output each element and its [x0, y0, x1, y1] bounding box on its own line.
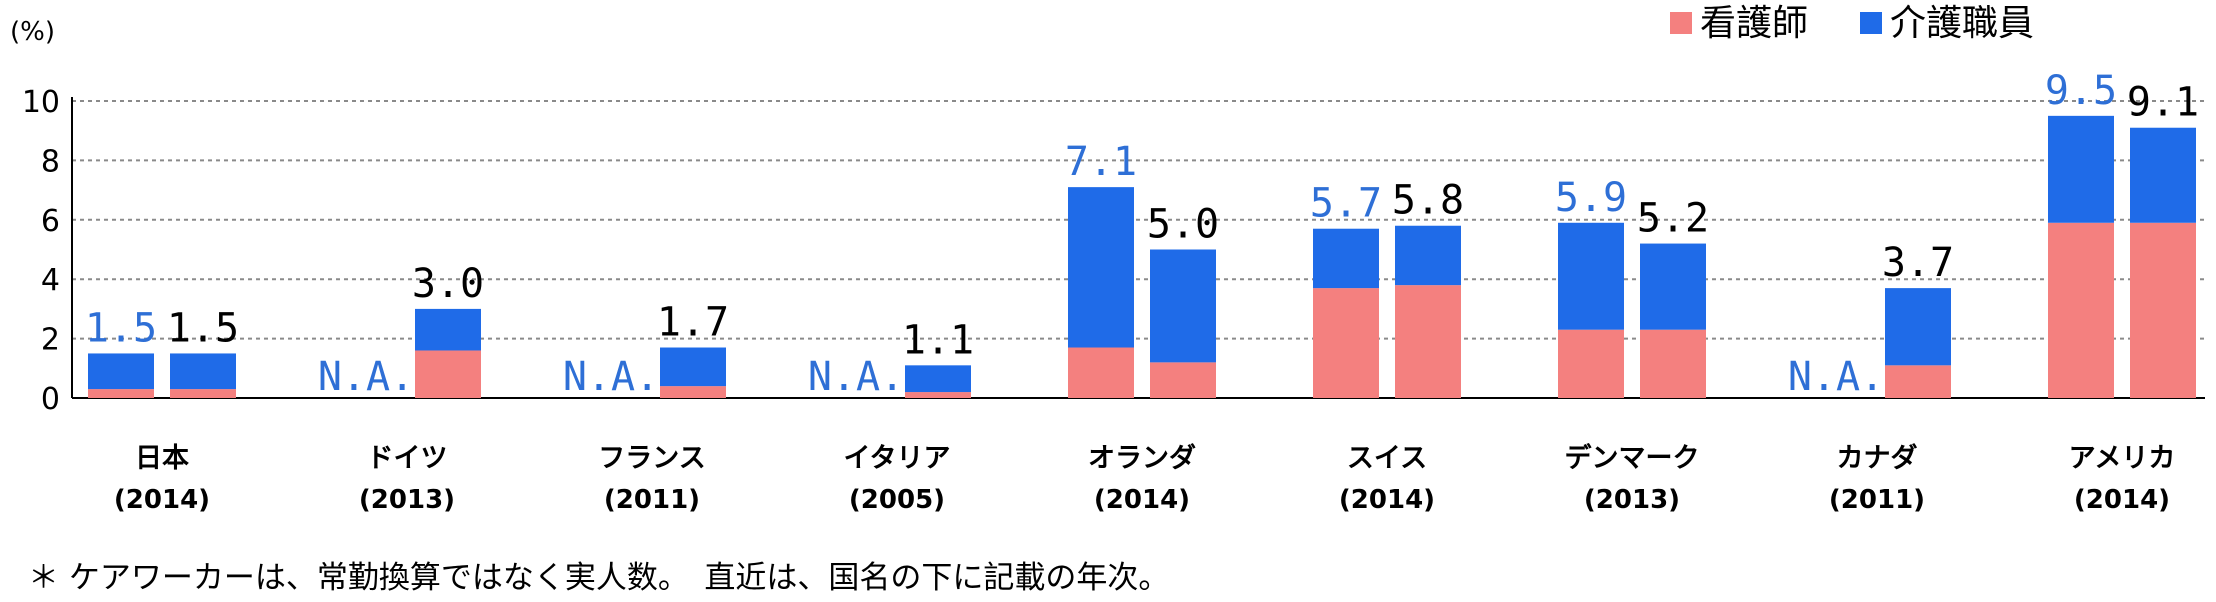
- y-tick-label: 10: [22, 85, 60, 120]
- category-label: フランス: [598, 443, 705, 474]
- na-label: N.A.: [1788, 354, 1884, 400]
- category-label: デンマーク: [1565, 442, 1700, 474]
- na-label: N.A.: [563, 354, 659, 400]
- value-label: 5.0: [1147, 202, 1219, 248]
- value-label: 9.5: [2045, 68, 2117, 114]
- value-label: 5.8: [1392, 178, 1464, 224]
- legend-swatch-nurse: [1670, 12, 1692, 34]
- y-tick-label: 4: [41, 263, 60, 298]
- na-label: N.A.: [318, 354, 414, 400]
- value-label: 5.2: [1637, 196, 1709, 242]
- bar-care: [1395, 225, 1461, 286]
- value-label: 1.5: [167, 305, 239, 351]
- bar-nurse: [1313, 288, 1379, 398]
- value-label: 1.1: [902, 317, 974, 363]
- y-tick-label: 6: [41, 204, 60, 239]
- bar-nurse: [1395, 285, 1461, 398]
- legend-swatch-care: [1860, 12, 1882, 34]
- bar-nurse: [88, 389, 154, 398]
- value-label: 5.7: [1310, 181, 1382, 227]
- bar-care: [1885, 288, 1951, 366]
- bar-care: [415, 308, 481, 351]
- category-label: カナダ: [1837, 442, 1918, 474]
- bar-care: [905, 365, 971, 393]
- bar-nurse: [1640, 329, 1706, 398]
- bar-care: [1068, 187, 1134, 348]
- category-year: (2005): [849, 485, 945, 515]
- bar-nurse: [1885, 365, 1951, 398]
- category-label: 日本: [135, 443, 189, 474]
- bar-nurse: [415, 350, 481, 398]
- bar-care: [660, 347, 726, 387]
- y-tick-label: 0: [41, 382, 60, 417]
- bar-care: [170, 353, 236, 390]
- category-year: (2013): [359, 485, 455, 515]
- bar-nurse: [1558, 329, 1624, 398]
- bar-care: [2048, 115, 2114, 223]
- bar-care: [2130, 127, 2196, 223]
- value-label: 1.7: [657, 300, 729, 346]
- bar-care: [1558, 222, 1624, 330]
- stacked-bar-chart: (%) 0 2 4 6 8 10 1.5 1.5 日本 (2014) N.A. 3.0 ドイツ (2013)…: [10, 3, 2205, 515]
- y-axis-unit: (%): [10, 17, 55, 47]
- category-year: (2014): [1339, 485, 1435, 515]
- category-label: イタリア: [844, 443, 951, 474]
- category-label: スイス: [1347, 443, 1427, 474]
- bar-nurse: [905, 392, 971, 398]
- category-year: (2013): [1584, 485, 1680, 515]
- value-label: 3.7: [1882, 240, 1954, 286]
- y-tick-label: 8: [41, 144, 60, 179]
- na-label: N.A.: [808, 354, 904, 400]
- y-tick-label: 2: [41, 323, 60, 358]
- category-year: (2011): [604, 485, 700, 515]
- bar-nurse: [660, 386, 726, 398]
- legend-label-care: 介護職員: [1890, 3, 2034, 44]
- category-label: オランダ: [1088, 442, 1196, 474]
- bar-care: [88, 353, 154, 390]
- bar-nurse: [2048, 222, 2114, 398]
- bar-nurse: [2130, 222, 2196, 398]
- category-label: アメリカ: [2069, 443, 2176, 474]
- category-year: (2011): [1829, 485, 1925, 515]
- category-label: ドイツ: [367, 443, 448, 474]
- bar-nurse: [170, 389, 236, 398]
- value-label: 1.5: [85, 305, 157, 351]
- value-label: 9.1: [2127, 80, 2199, 126]
- bar-care: [1150, 249, 1216, 363]
- legend-label-nurse: 看護師: [1700, 3, 1808, 44]
- category-year: (2014): [114, 485, 210, 515]
- footnote: ＊ ケアワーカーは、常勤換算ではなく実人数。 直近は、国名の下に記載の年次。: [28, 560, 1170, 596]
- bar-nurse: [1068, 347, 1134, 398]
- category-year: (2014): [1094, 485, 1190, 515]
- bar-care: [1313, 228, 1379, 289]
- category-year: (2014): [2074, 485, 2170, 515]
- value-label: 7.1: [1065, 139, 1137, 185]
- value-label: 5.9: [1555, 175, 1627, 221]
- value-label: 3.0: [412, 261, 484, 307]
- bar-care: [1640, 243, 1706, 330]
- bar-nurse: [1150, 362, 1216, 398]
